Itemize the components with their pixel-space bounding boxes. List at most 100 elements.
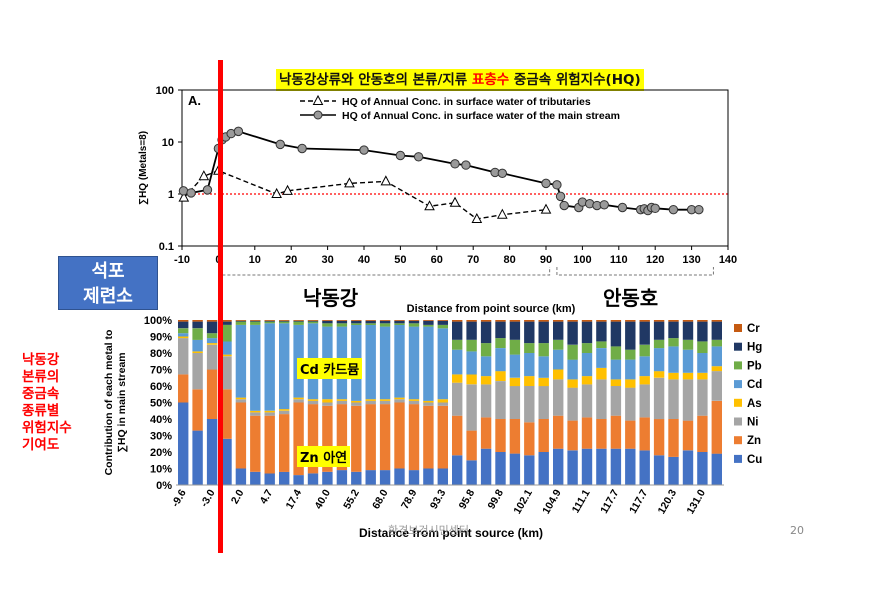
bar-segment-cu [553, 448, 564, 485]
bar-segment-as [610, 379, 622, 386]
bar-segment-cr [495, 320, 506, 322]
bar-segment-cd [480, 356, 492, 377]
bar-segment-cr [697, 320, 708, 322]
bar-segment-zn [711, 400, 722, 454]
bar-segment-hg [351, 320, 362, 324]
bar-segment-cu [307, 473, 319, 485]
bar-segment-cd [553, 349, 564, 370]
bar-segment-pb [336, 323, 348, 327]
tributary-point [540, 203, 552, 214]
main-stream-point [497, 168, 508, 179]
footer-text: 환경보건시민센터 [388, 524, 469, 537]
bar-segment-pb [235, 321, 247, 325]
bar-segment-pb [221, 325, 232, 342]
bar-segment-hg [307, 320, 319, 322]
bar-segment-cu [711, 453, 722, 485]
bar-segment-cr [221, 320, 232, 322]
bar-segment-pb [553, 339, 564, 350]
bar-segment-cr [336, 320, 348, 321]
line-x-axis-label-partial: Distance from point source (km) [407, 303, 576, 315]
bar-segment-ni [192, 353, 203, 390]
bar-segment-ni [437, 402, 448, 406]
legend-marker [313, 110, 323, 120]
bar-segment-zn [264, 415, 275, 474]
legend-label-cd: Cd [747, 379, 762, 391]
bar-segment-cr [192, 320, 203, 322]
zn-annotation: Zn 아연 [297, 446, 351, 467]
bar-segment-cu [365, 470, 376, 485]
bar-segment-pb [351, 323, 362, 325]
bar-segment-ni [206, 344, 218, 370]
bar-segment-hg [639, 321, 650, 345]
bar-segment-pb [178, 328, 189, 334]
bar-segment-as [567, 379, 578, 388]
bar-segment-pb [711, 339, 722, 347]
bar-segment-hg [682, 321, 694, 340]
bar-y-tick-label: 10% [150, 464, 172, 476]
bar-x-tick-label: 95.8 [457, 487, 478, 511]
bar-segment-cu [452, 455, 463, 485]
legend-swatch-hg [734, 342, 742, 351]
bar-segment-ni [466, 384, 477, 431]
line-chart-frame [181, 89, 729, 247]
x-tick-label: 30 [321, 254, 333, 266]
bar-segment-cu [480, 448, 492, 485]
main-stream-point [395, 150, 406, 161]
bar-segment-as [178, 336, 189, 339]
bar-segment-pb [466, 339, 477, 352]
main-stream-point [359, 145, 369, 155]
bar-segment-ni [625, 387, 636, 421]
bar-segment-pb [394, 323, 405, 325]
bar-segment-pb [509, 339, 521, 355]
bar-segment-cr [466, 320, 477, 322]
bar-segment-ni [480, 384, 492, 418]
main-stream-point [275, 139, 285, 150]
bar-segment-ni [567, 387, 578, 421]
legend-label-as: As [747, 398, 762, 410]
bar-segment-cr [480, 320, 492, 322]
legend-swatch-as [734, 398, 742, 407]
bar-segment-cd [567, 359, 578, 380]
bar-segment-as [307, 399, 319, 401]
bar-y-tick-label: 30% [150, 431, 172, 443]
bar-segment-cd [668, 346, 679, 373]
bar-segment-cr [610, 320, 622, 322]
bar-segment-hg [408, 320, 420, 324]
main-stream-point [450, 159, 460, 169]
bar-segment-cu [625, 448, 636, 485]
bar-segment-cr [668, 320, 679, 322]
bar-segment-cd [423, 326, 434, 401]
main-stream-point [541, 178, 551, 189]
bar-segment-cu [581, 448, 593, 485]
bar-segment-as [553, 369, 564, 380]
bar-segment-cu [495, 452, 506, 485]
bar-x-tick-label: 68.0 [370, 487, 391, 511]
bar-segment-pb [581, 343, 593, 353]
bar-segment-cr [553, 320, 564, 322]
bar-segment-cr [394, 320, 405, 321]
legend-swatch-cu [734, 454, 742, 463]
legend-label-zn: Zn [747, 435, 761, 447]
bar-segment-as [495, 371, 506, 381]
bar-segment-pb [538, 343, 549, 357]
bar-segment-hg [394, 320, 405, 324]
bar-segment-zn [379, 404, 391, 471]
main-stream-point [555, 191, 566, 202]
bar-segment-pb [495, 338, 506, 348]
bar-segment-cu [250, 471, 261, 485]
bar-segment-pb [437, 325, 448, 329]
bar-segment-as [625, 379, 636, 388]
bar-segment-zn [653, 419, 665, 456]
main-stream-point [552, 180, 562, 190]
bar-segment-cu [336, 470, 348, 485]
smelter-label-box: 석포 제련소 [58, 256, 158, 310]
y-tick-label: 100 [156, 85, 174, 97]
bar-segment-as [365, 399, 376, 401]
bar-segment-cd [711, 346, 722, 367]
bar-segment-as [682, 372, 694, 380]
bar-segment-pb [307, 321, 319, 324]
bar-segment-as [264, 410, 275, 413]
main-stream-point [599, 200, 609, 210]
bar-x-tick-label: 102.1 [511, 487, 535, 516]
x-tick-label: 110 [610, 254, 628, 266]
